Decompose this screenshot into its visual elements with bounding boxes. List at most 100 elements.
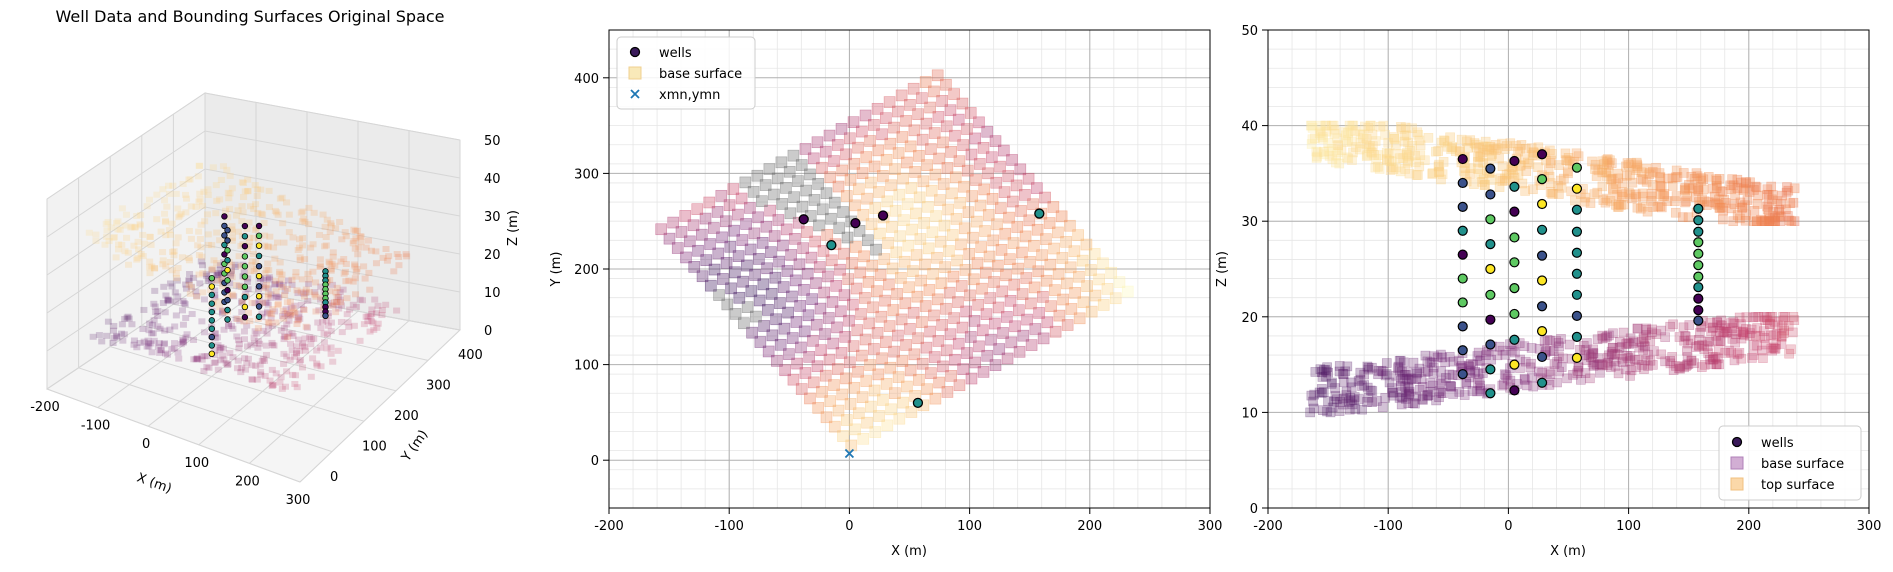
section-base-surface-cell [1647,324,1657,335]
3d-base-surface-cell [213,277,221,284]
3d-top-surface-cell [169,248,177,255]
3d-top-surface-cell [366,286,374,293]
3d-base-surface-cell [211,330,219,337]
3d-top-surface-cell [199,202,207,209]
3d-base-surface-cell [220,356,228,363]
section-base-surface-cell [1772,320,1783,331]
section-top-surface-cell [1597,181,1608,192]
section-top-surface-cell [1481,141,1492,152]
section-y-tick-label: 30 [1241,215,1258,230]
3d-top-surface-cell [224,189,232,196]
section-base-surface-cell [1414,363,1425,374]
section-top-surface-cell [1766,216,1777,226]
3d-base-surface-cell [256,340,264,347]
section-top-surface-cell [1473,157,1483,167]
3d-base-surface-cell [231,264,239,271]
plan-surface-cell [828,379,840,391]
3d-base-surface-cell [317,325,325,332]
section-base-surface-cell [1705,318,1716,328]
plan-surface-cell [970,174,982,186]
3d-well-point [221,241,228,249]
plan-surface-cell [855,349,868,362]
plan-surface-cell [872,368,885,381]
section-top-surface-cell [1637,188,1648,199]
3d-top-surface-cell [326,260,334,267]
3d-y-tick-label: 400 [458,348,483,363]
3d-top-surface-cell [105,238,113,245]
section-top-surface-cell [1602,154,1613,164]
3d-base-surface-cell [148,330,156,337]
section-base-surface-cell [1367,386,1378,396]
3d-base-surface-cell [250,340,258,347]
plan-surface-cell [848,381,861,394]
3d-top-surface-cell [92,231,100,238]
section-well-point [1509,308,1520,320]
section-base-surface-cell [1317,367,1327,377]
3d-base-surface-cell [119,337,127,344]
3d-top-surface-cell [287,312,295,319]
3d-top-surface-cell [316,262,324,269]
section-top-surface-cell [1667,181,1678,191]
3d-base-surface-cell [343,311,351,318]
section-top-surface-cell [1366,146,1376,157]
3d-top-surface-cell [264,293,272,300]
3d-top-surface-cell [248,258,256,265]
plan-surface-cell [913,374,925,386]
3d-top-surface-cell [342,260,350,267]
3d-z-tick-label: 50 [484,134,501,149]
section-top-surface-cell [1621,171,1632,181]
3d-base-surface-cell [233,365,241,372]
section-base-surface-cell [1355,367,1366,378]
plan-surface-cell [798,325,811,338]
plan-surface-cell [751,169,764,182]
3d-base-surface-cell [256,361,264,368]
section-base-surface-cell [1545,369,1556,380]
section-top-surface-cell [1719,195,1730,205]
plan-surface-cell [893,188,906,201]
section-base-surface-cell [1580,368,1591,378]
3d-base-surface-cell [306,334,314,341]
plan-surface-cell [937,178,950,190]
section-well-point [1693,315,1704,326]
3d-base-surface-cell [161,350,169,357]
plan-surface-cell [851,324,864,336]
3d-base-surface-cell [323,345,331,352]
3d-top-surface-cell [367,247,375,254]
section-y-tick-label: 0 [1250,502,1258,517]
3d-well-point [221,213,228,220]
3d-base-surface-cell [262,351,270,358]
3d-top-surface-cell [395,253,403,260]
section-well-point [1571,289,1583,300]
plan-surface-cell [899,297,912,310]
3d-base-surface-cell [238,364,246,371]
3d-base-surface-cell [228,322,236,329]
3d-base-surface-cell [293,343,301,350]
plan-surface-cell [745,285,758,297]
section-top-surface-cell [1407,123,1417,134]
3d-top-surface-cell [204,241,212,248]
section-base-surface-cell [1788,311,1799,322]
plan-surface-cell [964,331,977,343]
plan-surface-cell [1039,191,1051,204]
plan-surface-cell [1002,170,1015,182]
plan-y-tick-label: 200 [574,263,599,278]
3d-top-surface-cell [162,232,170,239]
3d-top-surface-cell [293,321,301,328]
3d-base-surface-cell [156,325,164,332]
section-top-surface-cell [1765,214,1775,224]
plan-xmn-ymn-marker [844,448,855,459]
3d-base-surface-cell [301,344,309,351]
section-top-surface-cell [1667,173,1678,184]
section-top-surface-cell [1351,142,1361,152]
3d-top-surface-cell [336,218,344,225]
section-base-surface-cell [1675,363,1686,374]
plan-surface-cell [931,293,944,306]
3d-base-surface-cell [218,276,226,283]
3d-base-surface-cell [89,333,97,340]
plan-surface-cell [930,210,942,222]
section-base-surface-cell [1645,355,1656,366]
section-base-surface-cell [1377,402,1388,413]
section-top-surface-cell [1561,155,1571,165]
3d-base-surface-cell [217,357,225,364]
3d-base-surface-cell [345,323,353,330]
